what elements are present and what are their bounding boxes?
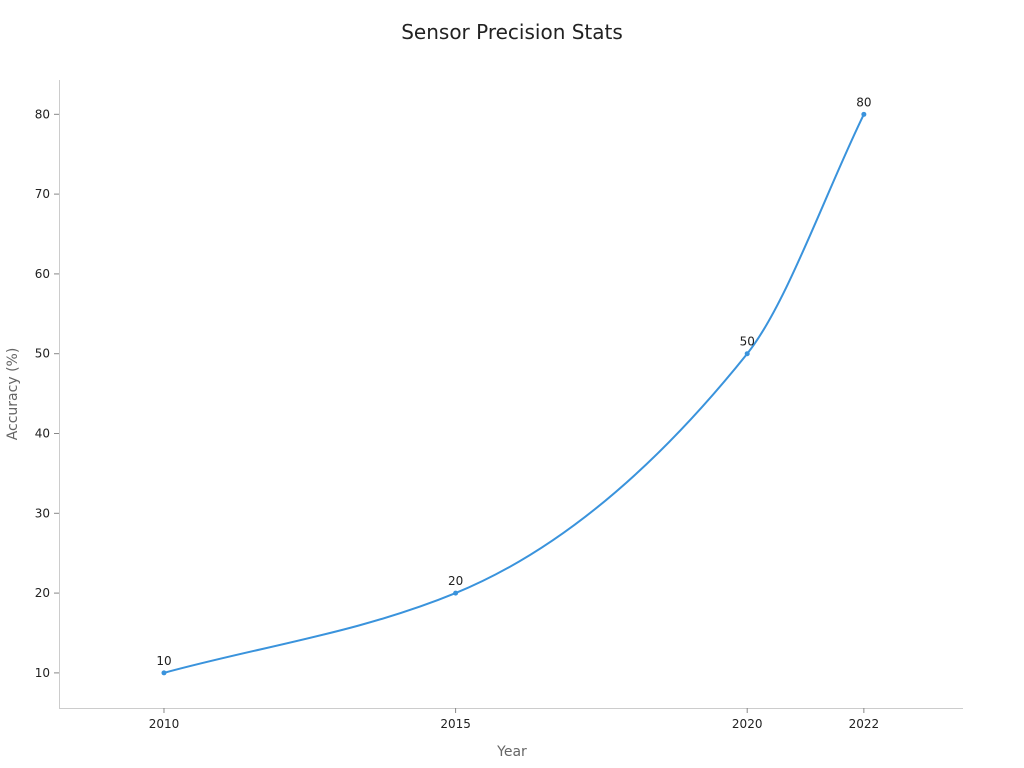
x-axis-ticks: 2010 2015 2020 2022 bbox=[149, 708, 879, 731]
data-labels: 10 20 50 80 bbox=[156, 95, 871, 668]
data-label: 50 bbox=[740, 335, 755, 349]
x-axis-title: Year bbox=[496, 744, 527, 760]
data-point bbox=[744, 351, 750, 357]
y-tick-label: 30 bbox=[35, 506, 50, 520]
data-point bbox=[453, 590, 459, 596]
chart-title: Sensor Precision Stats bbox=[401, 20, 623, 44]
series-line bbox=[163, 113, 865, 674]
y-tick-label: 40 bbox=[35, 426, 50, 440]
y-tick-label: 10 bbox=[35, 666, 50, 680]
y-axis-ticks: 10 20 30 40 50 60 70 80 bbox=[35, 107, 59, 680]
data-points bbox=[161, 111, 867, 676]
x-tick-label: 2015 bbox=[440, 717, 471, 731]
x-tick-label: 2010 bbox=[149, 717, 180, 731]
y-axis-title: Accuracy (%) bbox=[5, 348, 21, 441]
x-tick-label: 2022 bbox=[849, 717, 880, 731]
y-tick-label: 70 bbox=[35, 187, 50, 201]
data-label: 80 bbox=[856, 95, 871, 109]
y-tick-label: 80 bbox=[35, 107, 50, 121]
x-tick-label: 2020 bbox=[732, 717, 763, 731]
data-point bbox=[161, 670, 167, 676]
y-tick-label: 50 bbox=[35, 347, 50, 361]
data-point bbox=[861, 111, 867, 117]
y-tick-label: 60 bbox=[35, 267, 50, 281]
data-label: 20 bbox=[448, 574, 463, 588]
data-label: 10 bbox=[156, 654, 171, 668]
y-tick-label: 20 bbox=[35, 586, 50, 600]
